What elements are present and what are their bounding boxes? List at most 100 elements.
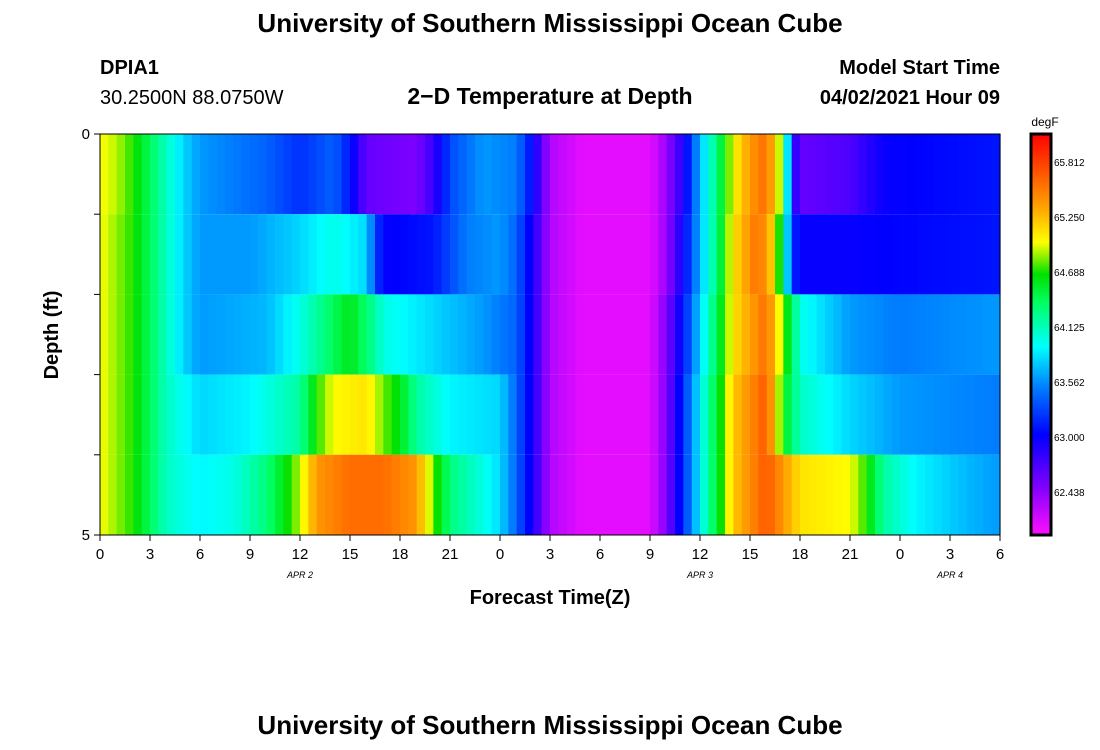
heatmap-cell [816, 374, 826, 455]
heatmap-cell [741, 134, 751, 215]
heatmap-cell [441, 374, 451, 455]
heatmap-cell [208, 454, 218, 535]
heatmap-cell [150, 294, 159, 375]
heatmap-cell [250, 374, 259, 455]
heatmap-cell [433, 214, 443, 295]
heatmap-cell [658, 134, 668, 215]
heatmap-cell [558, 294, 568, 375]
heatmap-cell [800, 134, 809, 215]
heatmap-cell [975, 214, 984, 295]
heatmap-cell [458, 454, 468, 535]
heatmap-cell [908, 134, 918, 215]
heatmap-cell [400, 134, 409, 215]
heatmap-cell [700, 454, 709, 535]
heatmap-cell [166, 134, 176, 215]
heatmap-cell [416, 454, 426, 535]
heatmap-cell [683, 134, 693, 215]
heatmap-cell [675, 294, 684, 375]
heatmap-cell [225, 294, 234, 375]
heatmap-cell [808, 294, 818, 375]
heatmap-cell [491, 294, 501, 375]
heatmap-cell [316, 214, 326, 295]
heatmap-cell [550, 374, 559, 455]
heatmap-cell [175, 134, 184, 215]
heatmap-cell [808, 214, 818, 295]
heatmap-cell [941, 454, 951, 535]
heatmap-cell [608, 374, 618, 455]
heatmap-cell [958, 214, 968, 295]
station-coordinates: 30.2500N 88.0750W [100, 87, 284, 109]
heatmap-cell [766, 134, 776, 215]
heatmap-cell [741, 214, 751, 295]
heatmap-cell [566, 134, 576, 215]
heatmap-cell [758, 374, 768, 455]
heatmap-cell [875, 294, 884, 375]
heatmap-cell [591, 214, 601, 295]
heatmap-cell [300, 374, 309, 455]
heatmap-cell [358, 134, 368, 215]
heatmap-cell [100, 454, 109, 535]
x-tick-label: 6 [596, 546, 604, 563]
heatmap-cell [950, 214, 959, 295]
heatmap-cell [966, 294, 976, 375]
heatmap-cell [625, 454, 634, 535]
heatmap-cell [866, 134, 876, 215]
heatmap-cell [666, 294, 676, 375]
heatmap-cell [816, 294, 826, 375]
heatmap-cell [200, 294, 209, 375]
heatmap-cell [408, 454, 418, 535]
heatmap-cell [316, 374, 326, 455]
heatmap-cell [533, 374, 543, 455]
heatmap-cell [891, 454, 901, 535]
heatmap-cell [833, 134, 843, 215]
x-tick-label: 6 [196, 546, 204, 563]
heatmap-cell [133, 294, 143, 375]
x-tick-label: 0 [896, 546, 904, 563]
heatmap-cell [250, 214, 259, 295]
heatmap-cell [216, 214, 226, 295]
heatmap-cell [333, 134, 343, 215]
heatmap-cell [533, 454, 543, 535]
heatmap-cell [116, 214, 126, 295]
heatmap-cell [341, 374, 351, 455]
heatmap-cell [566, 374, 576, 455]
heatmap-cell [441, 214, 451, 295]
date-label: APR 3 [686, 570, 713, 580]
heatmap-cell [533, 214, 543, 295]
heatmap-cell [483, 374, 493, 455]
heatmap-cell [841, 374, 851, 455]
heatmap-cell [641, 374, 651, 455]
heatmap-cell [908, 294, 918, 375]
heatmap-cell [550, 134, 559, 215]
heatmap-cell [941, 134, 951, 215]
heatmap-cell [916, 134, 926, 215]
heatmap-cell [566, 454, 576, 535]
heatmap-cell [941, 294, 951, 375]
heatmap-cell [658, 374, 668, 455]
heatmap-cell [691, 214, 701, 295]
heatmap-cell [208, 214, 218, 295]
heatmap-cell [891, 214, 901, 295]
heatmap-cell [525, 294, 534, 375]
heatmap-cell [500, 134, 509, 215]
heatmap-cell [458, 374, 468, 455]
heatmap-cell [375, 454, 384, 535]
heatmap-cell [758, 134, 768, 215]
heatmap-cell [241, 134, 251, 215]
heatmap-cell [550, 294, 559, 375]
x-axis: 0 3 6 9 12 15 18 21 0 3 6 9 12 15 18 21 0 3 6 APR 2 APR 3 APR… [96, 535, 1004, 580]
heatmap-cell [650, 294, 659, 375]
heatmap-cell [708, 374, 718, 455]
heatmap-cell [841, 294, 851, 375]
heatmap-cell [300, 214, 309, 295]
heatmap-cell [925, 294, 934, 375]
heatmap-cell [358, 214, 368, 295]
heatmap-cell [658, 214, 668, 295]
heatmap-cell [175, 374, 184, 455]
heatmap-cell [333, 374, 343, 455]
heatmap-cell [616, 454, 626, 535]
heatmap-cell [466, 134, 476, 215]
heatmap-cell [125, 134, 134, 215]
heatmap-cell [583, 134, 593, 215]
heatmap-cell [250, 294, 259, 375]
